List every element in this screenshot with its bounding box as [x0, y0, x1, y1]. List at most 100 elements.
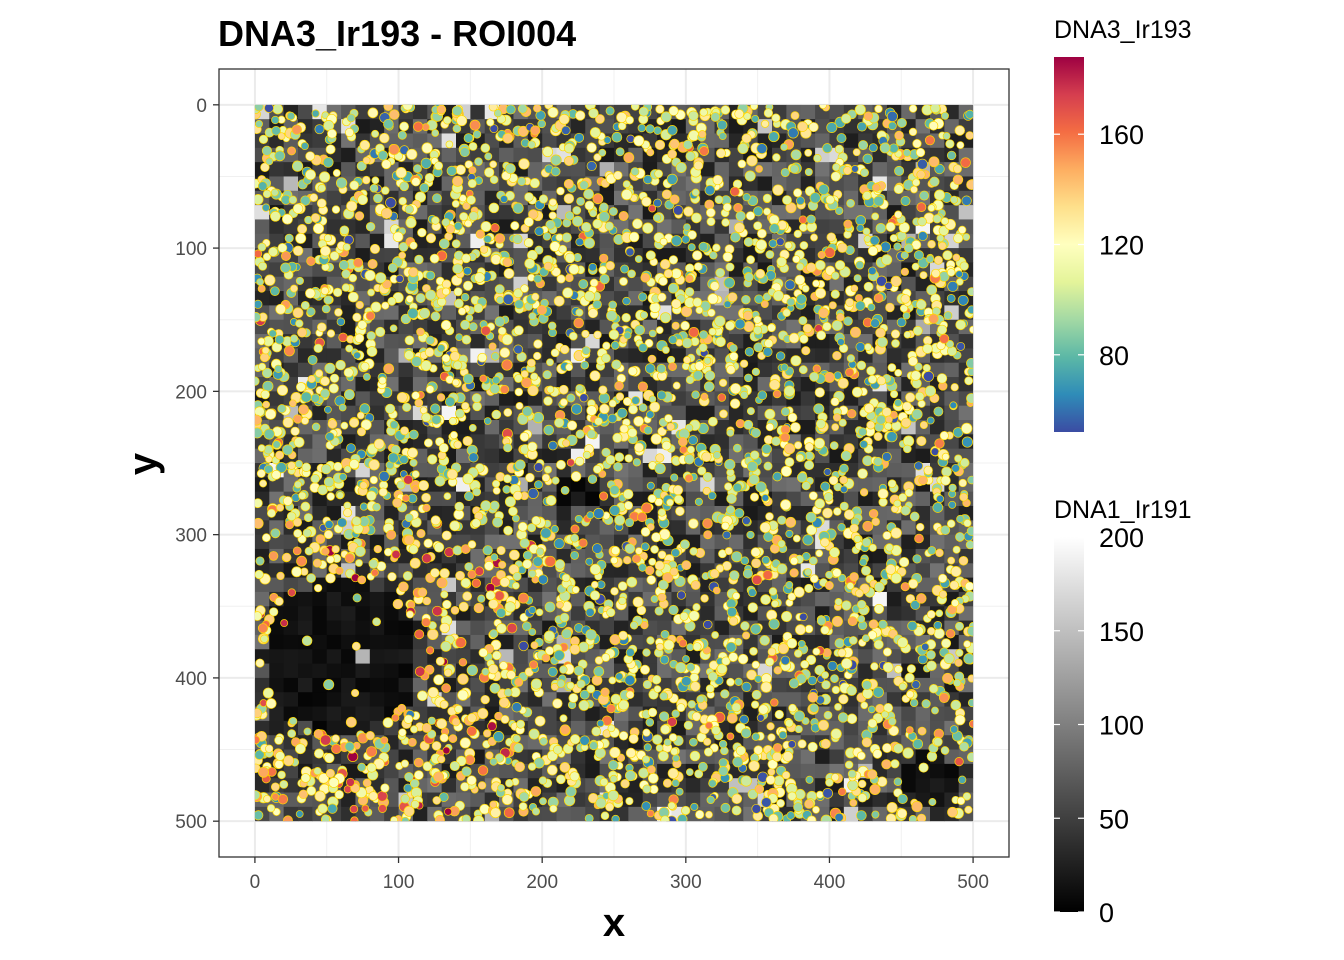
cell-point — [334, 789, 344, 800]
cell-point — [871, 810, 880, 819]
cell-point — [647, 772, 659, 784]
image-tile — [312, 606, 328, 622]
cell-point — [558, 384, 569, 395]
cell-point — [389, 109, 400, 120]
cell-point — [921, 699, 931, 709]
cell-point — [740, 556, 750, 565]
cell-point — [831, 423, 840, 431]
image-tile — [757, 176, 773, 192]
image-tile — [326, 663, 342, 679]
cell-point — [573, 317, 584, 329]
cell-point — [675, 787, 684, 796]
cell-point — [455, 333, 463, 342]
cell-point — [673, 494, 684, 504]
cell-point — [619, 277, 628, 286]
cell-point — [563, 156, 574, 167]
cell-point — [856, 810, 867, 821]
cell-point — [409, 458, 418, 467]
cell-point — [553, 538, 565, 550]
cell-point — [313, 343, 323, 353]
image-tile — [886, 463, 902, 478]
cell-point — [855, 342, 866, 352]
cell-point — [570, 471, 582, 482]
cell-point — [425, 289, 437, 301]
cell-point — [862, 153, 873, 164]
cell-point — [357, 575, 367, 585]
cell-point — [945, 139, 955, 149]
cell-point — [882, 531, 892, 540]
cell-point — [709, 251, 718, 260]
cell-point — [724, 547, 733, 556]
cell-point — [559, 714, 568, 723]
cell-point — [896, 117, 907, 128]
cell-point — [379, 132, 390, 144]
cell-point — [780, 143, 788, 151]
image-tile — [283, 606, 299, 622]
cell-point — [909, 511, 920, 522]
image-tile — [283, 534, 299, 550]
image-tile — [872, 362, 888, 378]
cell-point — [954, 658, 963, 667]
image-tile — [384, 677, 400, 693]
image-tile — [542, 133, 558, 149]
cell-point — [790, 355, 802, 367]
image-tile — [355, 104, 371, 120]
cell-point — [605, 261, 615, 271]
cell-point — [766, 722, 775, 731]
cell-point — [551, 476, 560, 485]
image-tile — [556, 491, 572, 507]
cell-point — [744, 272, 754, 282]
cell-point — [264, 274, 276, 286]
cell-point — [938, 573, 948, 583]
image-tile — [398, 548, 414, 564]
image-tile — [326, 219, 342, 235]
cell-point — [468, 452, 479, 463]
image-tile — [499, 448, 514, 464]
cell-point — [544, 465, 552, 474]
cell-point — [496, 295, 505, 305]
image-tile — [298, 606, 313, 622]
cell-point — [440, 590, 449, 599]
cell-point — [797, 121, 808, 132]
image-tile — [499, 391, 514, 407]
image-tile — [312, 634, 328, 650]
cell-point — [649, 301, 661, 314]
cell-point — [733, 202, 743, 213]
cell-point — [683, 720, 694, 730]
cell-point — [369, 243, 381, 254]
image-tile — [915, 778, 931, 794]
image-tile — [728, 534, 744, 550]
cell-point — [559, 724, 571, 736]
cell-point — [501, 359, 513, 371]
cell-point — [751, 700, 760, 709]
image-tile — [829, 448, 845, 464]
image-tile — [341, 162, 356, 177]
cell-point — [323, 234, 332, 242]
image-tile — [671, 520, 687, 536]
cell-point — [806, 214, 816, 225]
cell-point — [862, 227, 871, 236]
cell-point — [807, 675, 818, 686]
image-tile — [470, 548, 486, 564]
image-tile — [341, 477, 356, 493]
image-tile — [269, 720, 285, 736]
cell-point — [700, 594, 709, 603]
image-tile — [930, 763, 945, 779]
cell-point — [790, 422, 801, 433]
chart-title: DNA3_Ir193 - ROI004 — [218, 13, 576, 54]
image-tile — [829, 104, 845, 120]
image-tile — [312, 663, 328, 679]
cell-point — [688, 326, 700, 338]
cell-point — [653, 198, 662, 208]
cell-point — [546, 358, 554, 367]
cell-point — [623, 556, 632, 565]
image-tile — [470, 620, 486, 636]
image-tile — [355, 434, 371, 450]
image-tile — [484, 463, 500, 478]
cell-point — [612, 432, 623, 443]
image-tile — [700, 606, 716, 622]
cell-point — [722, 530, 732, 540]
cell-point — [716, 148, 726, 159]
cell-point — [468, 141, 478, 151]
cell-point — [568, 331, 578, 341]
